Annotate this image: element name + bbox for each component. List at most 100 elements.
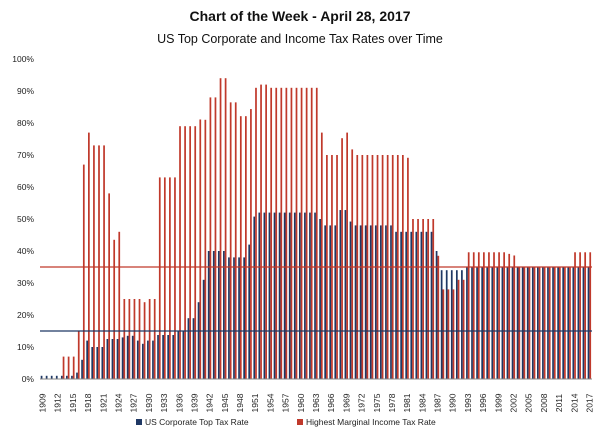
corporate-bar [309, 212, 311, 379]
corporate-bar [557, 267, 559, 379]
income-bar [275, 87, 278, 380]
corporate-bar [76, 372, 78, 379]
income-bar [351, 149, 354, 379]
corporate-bar [415, 231, 418, 379]
income-bar [533, 267, 536, 379]
income-bar [199, 119, 202, 379]
corporate-bar [349, 221, 352, 379]
income-bar [123, 299, 126, 379]
corporate-bar [552, 267, 554, 379]
income-bar [483, 252, 485, 379]
income-bar [128, 299, 131, 379]
corporate-bar [258, 212, 261, 379]
income-bar [442, 289, 445, 379]
x-tick-label: 1966 [326, 393, 336, 412]
corporate-bar [339, 210, 342, 379]
chart-subtitle: US Top Corporate and Income Tax Rates ov… [157, 32, 443, 46]
x-tick-label: 1978 [387, 393, 397, 412]
income-bar [574, 252, 576, 379]
income-bar [341, 138, 343, 379]
corporate-bar [243, 257, 245, 379]
income-bar [184, 126, 186, 379]
x-tick-label: 1990 [448, 393, 458, 412]
corporate-bar [354, 225, 357, 379]
chart-title: Chart of the Week - April 28, 2017 [190, 8, 411, 24]
income-bar [209, 97, 212, 380]
corporate-bar [217, 251, 220, 379]
corporate-bar [101, 347, 104, 379]
corporate-bar [405, 231, 408, 379]
corporate-bar [410, 231, 413, 379]
corporate-bar [207, 251, 210, 379]
income-bar [579, 252, 581, 379]
corporate-bar [111, 339, 114, 379]
corporate-bar [440, 270, 443, 379]
income-bar [447, 289, 450, 379]
income-bar [523, 267, 526, 379]
corporate-bar [177, 331, 180, 379]
income-bar [169, 177, 171, 379]
x-tick-label: 1939 [189, 393, 199, 412]
income-bar [493, 252, 495, 379]
income-bar [113, 239, 116, 379]
corporate-bar [60, 375, 63, 379]
income-bar [437, 255, 440, 379]
income-bar [98, 145, 100, 379]
income-bar [427, 219, 430, 379]
corporate-bar [202, 279, 205, 379]
income-bar [477, 252, 480, 379]
corporate-bar [481, 267, 484, 379]
x-axis: 1909 1912 1915 1918 1921 1924 1927 1930 1933 1936… [38, 378, 594, 412]
income-bar [260, 84, 262, 379]
x-tick-label: 1951 [250, 393, 260, 412]
corporate-bar [288, 212, 291, 379]
y-tick-label: 50% [17, 214, 34, 224]
income-bar [103, 145, 105, 379]
corporate-bar [547, 267, 549, 379]
income-bar [548, 267, 551, 379]
income-bar [224, 78, 227, 379]
corporate-bar [192, 318, 195, 379]
corporate-bar [45, 375, 48, 379]
income-bar [452, 289, 455, 379]
income-bar [589, 252, 592, 379]
income-bar [558, 267, 561, 379]
income-bar [82, 164, 85, 379]
income-bar [265, 84, 267, 379]
corporate-bar [238, 257, 240, 379]
income-bar [138, 299, 141, 379]
x-tick-label: 1921 [98, 393, 108, 412]
x-tick-label: 1981 [402, 393, 412, 412]
x-tick-label: 1918 [83, 393, 93, 412]
corporate-bar [253, 216, 256, 379]
corporate-bar [96, 347, 99, 379]
income-bar [239, 116, 242, 380]
y-tick-label: 10% [17, 342, 34, 352]
income-bar [498, 252, 500, 379]
corporate-bar [167, 335, 170, 379]
corporate-bar [66, 375, 68, 379]
corporate-bar [293, 212, 296, 379]
x-tick-label: 1915 [68, 393, 78, 412]
corporate-bar [131, 335, 134, 379]
income-bar [93, 145, 95, 379]
x-tick-label: 1942 [205, 393, 215, 412]
x-tick-label: 2002 [509, 393, 519, 412]
income-bar [204, 119, 207, 380]
x-tick-label: 1924 [113, 393, 123, 412]
corporate-bar [314, 212, 316, 379]
legend-swatch-income [297, 419, 303, 425]
income-bar [412, 219, 414, 379]
income-bar [214, 97, 217, 380]
income-bar [472, 252, 475, 379]
income-bar [462, 279, 465, 379]
corporate-bar [385, 225, 387, 379]
income-bar [290, 87, 293, 380]
corporate-bar [567, 267, 570, 379]
corporate-bar [420, 231, 423, 379]
income-bar [518, 267, 521, 379]
corporate-bar [425, 231, 428, 379]
income-bar [72, 356, 75, 379]
x-tick-label: 1957 [281, 393, 291, 412]
